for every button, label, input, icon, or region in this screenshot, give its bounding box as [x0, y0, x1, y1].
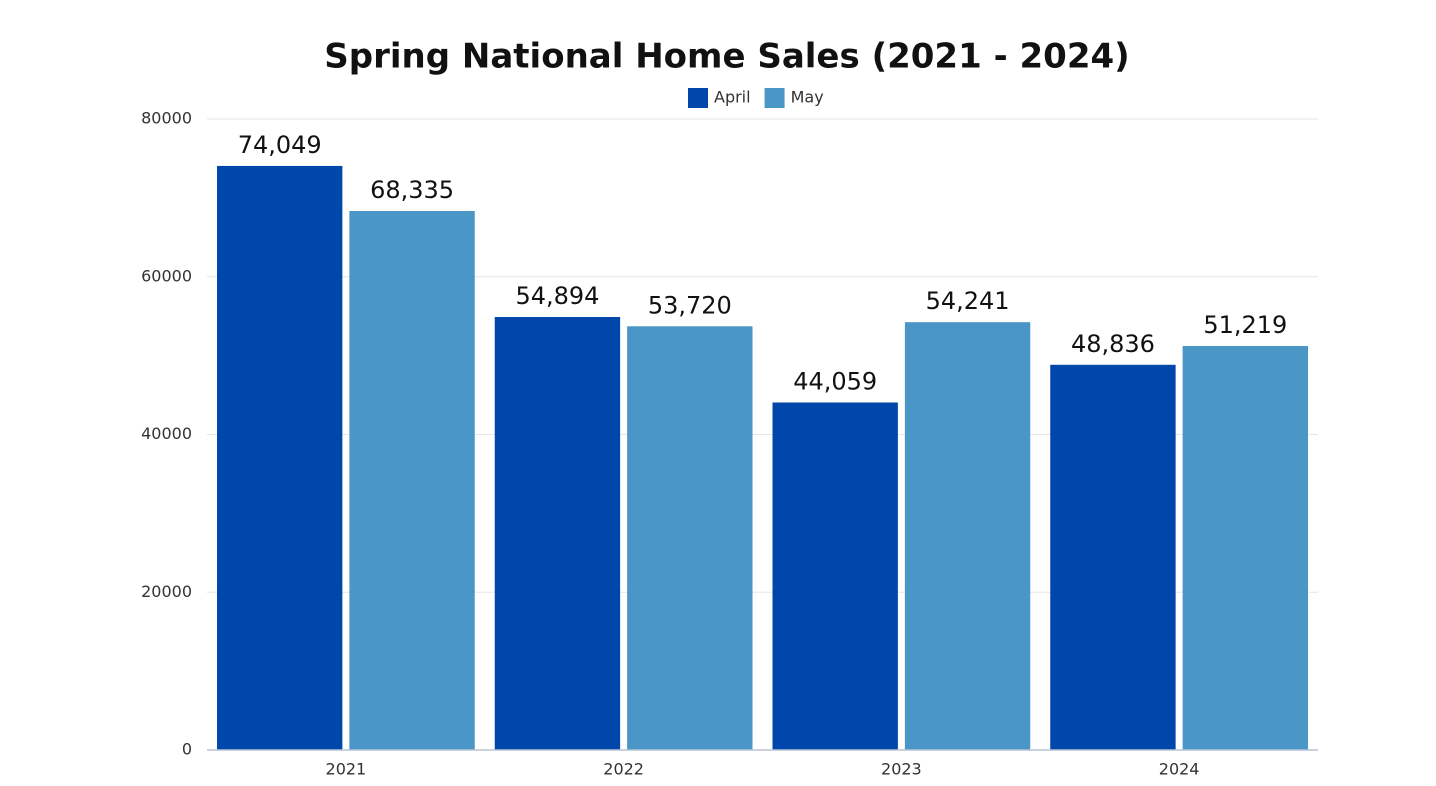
value-label: 54,894 — [515, 282, 599, 310]
y-tick-label: 20000 — [141, 582, 192, 601]
x-tick-label: 2021 — [326, 760, 367, 779]
x-tick-label: 2022 — [603, 760, 644, 779]
legend-label: May — [791, 88, 824, 107]
bar — [1182, 346, 1308, 750]
bar — [1050, 364, 1176, 750]
legend-swatch — [688, 88, 708, 108]
x-tick-label: 2024 — [1159, 760, 1200, 779]
bar — [217, 165, 343, 751]
value-label: 68,335 — [370, 176, 454, 204]
value-label: 54,241 — [926, 287, 1010, 315]
bar — [627, 326, 753, 750]
y-tick-label: 40000 — [141, 424, 192, 443]
legend-label: April — [714, 88, 751, 107]
y-tick-label: 0 — [182, 740, 192, 759]
value-label: 74,049 — [238, 131, 322, 159]
value-label: 51,219 — [1203, 311, 1287, 339]
x-tick-label: 2023 — [881, 760, 922, 779]
value-label: 48,836 — [1071, 330, 1155, 358]
y-tick-label: 60000 — [141, 266, 192, 285]
y-tick-label: 80000 — [141, 109, 192, 128]
bar — [904, 322, 1031, 750]
bar — [772, 402, 898, 750]
chart-title: Spring National Home Sales (2021 - 2024) — [324, 37, 1129, 77]
value-label: 53,720 — [648, 291, 732, 319]
bar — [349, 211, 475, 750]
legend-swatch — [764, 88, 785, 108]
bar — [494, 317, 621, 750]
value-label: 44,059 — [793, 367, 877, 395]
